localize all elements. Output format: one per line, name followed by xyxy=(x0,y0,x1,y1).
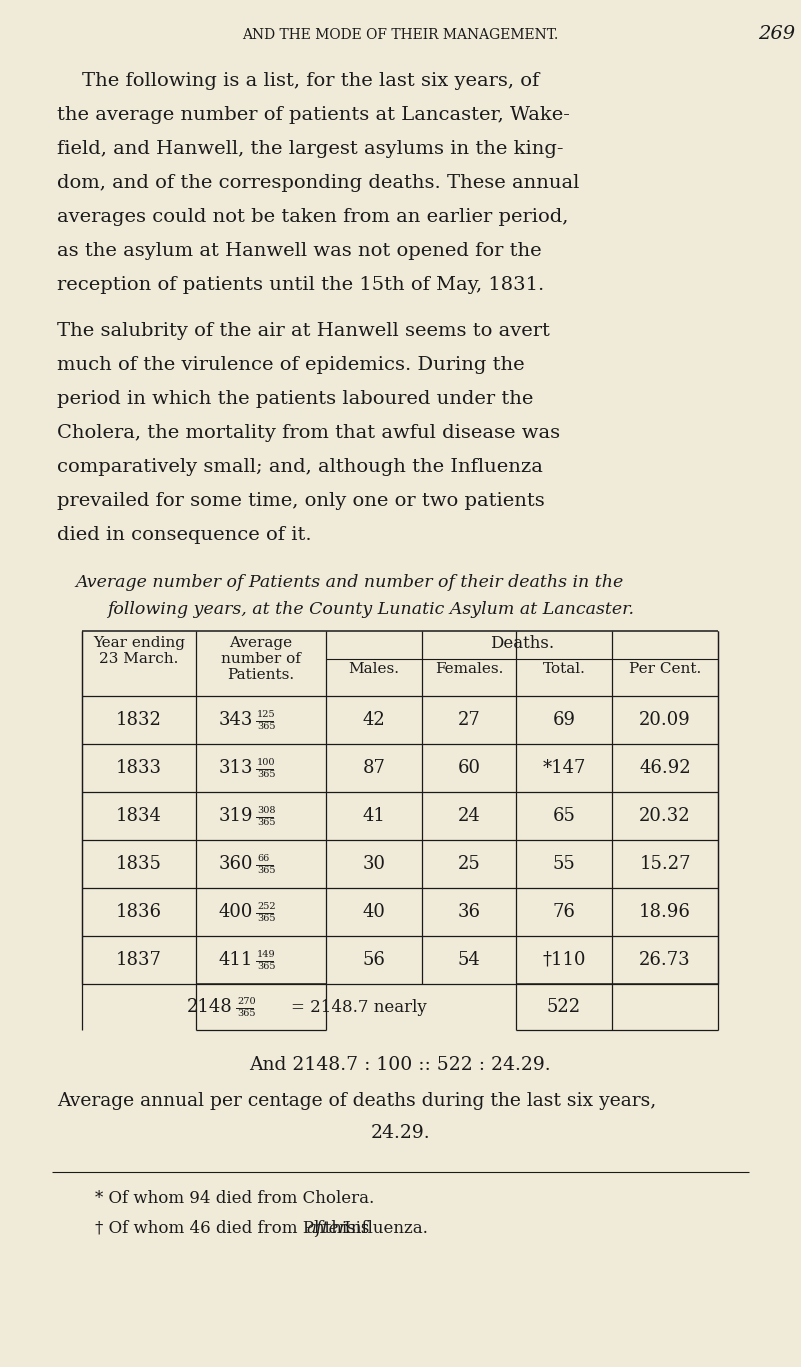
Text: 46.92: 46.92 xyxy=(639,759,690,776)
Text: The following is a list, for the last six years, of: The following is a list, for the last si… xyxy=(57,72,539,90)
Text: * Of whom 94 died from Cholera.: * Of whom 94 died from Cholera. xyxy=(95,1191,374,1207)
Text: And 2148.7 : 100 :: 522 : 24.29.: And 2148.7 : 100 :: 522 : 24.29. xyxy=(249,1055,551,1074)
Text: 26.73: 26.73 xyxy=(639,951,690,969)
Text: much of the virulence of epidemics. During the: much of the virulence of epidemics. Duri… xyxy=(57,355,525,375)
Text: 319: 319 xyxy=(219,807,253,826)
Text: 1836: 1836 xyxy=(116,904,162,921)
Text: 100: 100 xyxy=(257,757,276,767)
Text: 365: 365 xyxy=(257,915,276,923)
Text: 87: 87 xyxy=(363,759,385,776)
Text: after: after xyxy=(306,1219,347,1237)
Text: 365: 365 xyxy=(237,1009,256,1018)
Text: comparatively small; and, although the Influenza: comparatively small; and, although the I… xyxy=(57,458,543,476)
Text: 55: 55 xyxy=(553,854,575,874)
Text: 313: 313 xyxy=(219,759,253,776)
Text: as the asylum at Hanwell was not opened for the: as the asylum at Hanwell was not opened … xyxy=(57,242,541,260)
Text: = 2148.7 nearly: = 2148.7 nearly xyxy=(291,998,427,1016)
Text: 60: 60 xyxy=(457,759,481,776)
Text: 1833: 1833 xyxy=(116,759,162,776)
Text: 66: 66 xyxy=(257,854,269,863)
Text: 20.32: 20.32 xyxy=(639,807,690,826)
Text: 1832: 1832 xyxy=(116,711,162,729)
Text: 411: 411 xyxy=(219,951,253,969)
Text: Females.: Females. xyxy=(435,662,503,677)
Text: 149: 149 xyxy=(257,950,276,960)
Text: Males.: Males. xyxy=(348,662,400,677)
Text: 125: 125 xyxy=(257,709,276,719)
Text: 27: 27 xyxy=(457,711,481,729)
Text: 343: 343 xyxy=(219,711,253,729)
Text: 15.27: 15.27 xyxy=(639,854,690,874)
Text: Average number of Patients and number of their deaths in the: Average number of Patients and number of… xyxy=(75,574,623,591)
Text: 42: 42 xyxy=(363,711,385,729)
Text: 36: 36 xyxy=(457,904,481,921)
Text: Average
number of
Patients.: Average number of Patients. xyxy=(221,636,301,682)
Text: 365: 365 xyxy=(257,867,276,875)
Text: 270: 270 xyxy=(237,997,256,1006)
Text: following years, at the County Lunatic Asylum at Lancaster.: following years, at the County Lunatic A… xyxy=(107,601,634,618)
Text: 308: 308 xyxy=(257,807,276,815)
Text: 41: 41 xyxy=(363,807,385,826)
Text: 24.29.: 24.29. xyxy=(370,1124,430,1141)
Text: period in which the patients laboured under the: period in which the patients laboured un… xyxy=(57,390,533,407)
Text: 1835: 1835 xyxy=(116,854,162,874)
Text: Year ending
23 March.: Year ending 23 March. xyxy=(93,636,185,666)
Text: 24: 24 xyxy=(457,807,481,826)
Text: 40: 40 xyxy=(363,904,385,921)
Text: Average annual per centage of deaths during the last six years,: Average annual per centage of deaths dur… xyxy=(57,1092,656,1110)
Text: reception of patients until the 15th of May, 1831.: reception of patients until the 15th of … xyxy=(57,276,544,294)
Text: 269: 269 xyxy=(758,25,795,42)
Text: Per Cent.: Per Cent. xyxy=(629,662,701,677)
Text: 365: 365 xyxy=(257,962,276,971)
Text: 522: 522 xyxy=(547,998,581,1016)
Text: 20.09: 20.09 xyxy=(639,711,691,729)
Text: AND THE MODE OF THEIR MANAGEMENT.: AND THE MODE OF THEIR MANAGEMENT. xyxy=(242,27,558,42)
Text: 1837: 1837 xyxy=(116,951,162,969)
Text: the average number of patients at Lancaster, Wake-: the average number of patients at Lancas… xyxy=(57,107,570,124)
Text: 65: 65 xyxy=(553,807,575,826)
Text: 1834: 1834 xyxy=(116,807,162,826)
Text: dom, and of the corresponding deaths. These annual: dom, and of the corresponding deaths. Th… xyxy=(57,174,579,191)
Text: 252: 252 xyxy=(257,902,276,910)
Text: died in consequence of it.: died in consequence of it. xyxy=(57,526,312,544)
Text: Total.: Total. xyxy=(542,662,586,677)
Text: 54: 54 xyxy=(457,951,481,969)
Text: prevailed for some time, only one or two patients: prevailed for some time, only one or two… xyxy=(57,492,545,510)
Text: 18.96: 18.96 xyxy=(639,904,691,921)
Text: 69: 69 xyxy=(553,711,575,729)
Text: 56: 56 xyxy=(363,951,385,969)
Text: Deaths.: Deaths. xyxy=(490,636,554,652)
Text: 400: 400 xyxy=(219,904,253,921)
Text: Influenza.: Influenza. xyxy=(339,1219,428,1237)
Text: Cholera, the mortality from that awful disease was: Cholera, the mortality from that awful d… xyxy=(57,424,560,442)
Text: 2148: 2148 xyxy=(187,998,233,1016)
Text: † Of whom 46 died from Phthisis: † Of whom 46 died from Phthisis xyxy=(95,1219,375,1237)
Text: averages could not be taken from an earlier period,: averages could not be taken from an earl… xyxy=(57,208,569,226)
Text: 76: 76 xyxy=(553,904,575,921)
Text: 25: 25 xyxy=(457,854,481,874)
Text: field, and Hanwell, the largest asylums in the king-: field, and Hanwell, the largest asylums … xyxy=(57,139,563,159)
Text: 365: 365 xyxy=(257,817,276,827)
Text: 360: 360 xyxy=(219,854,253,874)
Text: The salubrity of the air at Hanwell seems to avert: The salubrity of the air at Hanwell seem… xyxy=(57,323,549,340)
Text: †110: †110 xyxy=(542,951,586,969)
Text: 30: 30 xyxy=(363,854,385,874)
Text: 365: 365 xyxy=(257,770,276,779)
Text: 365: 365 xyxy=(257,722,276,731)
Text: *147: *147 xyxy=(542,759,586,776)
